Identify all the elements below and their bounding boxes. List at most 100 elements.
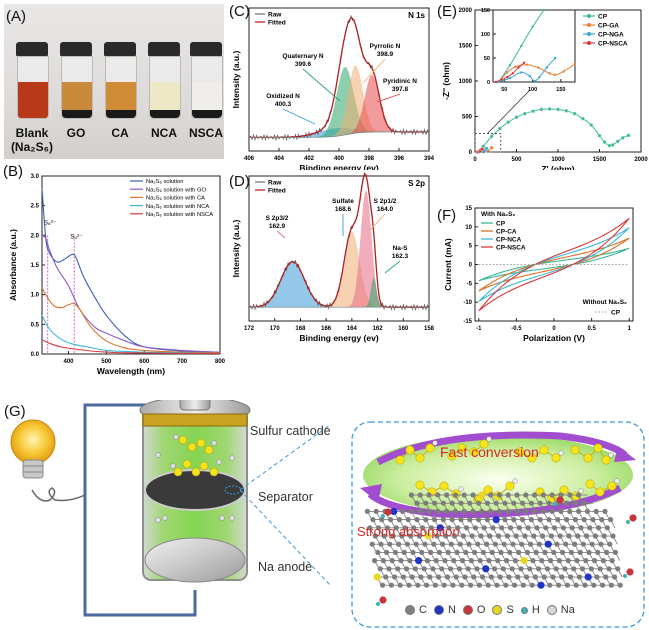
carbon-atom <box>577 549 583 555</box>
d-x-tick-label: 164 <box>347 326 358 332</box>
carbon-atom <box>533 549 539 555</box>
carbon-atom <box>445 549 451 555</box>
carbon-atom <box>510 541 516 547</box>
carbon-atom <box>501 541 507 547</box>
carbon-atom <box>576 574 583 580</box>
carbon-atom <box>576 508 582 514</box>
carbon-atom <box>479 508 485 514</box>
carbon-atom <box>389 558 395 564</box>
carbon-atom <box>532 574 539 580</box>
carbon-atom <box>567 492 573 498</box>
e-x-tick-label: 500 <box>511 157 522 163</box>
e-legend-marker <box>587 14 591 18</box>
vial-cap <box>190 42 222 56</box>
b-series-line-2 <box>41 287 221 354</box>
carbon-atom <box>597 566 603 572</box>
carbon-atom <box>610 533 616 539</box>
carbon-atom <box>388 582 394 588</box>
carbon-atom <box>532 508 538 514</box>
cycle-arrow-bottom <box>367 484 622 518</box>
carbon-atom <box>615 566 621 572</box>
f-y-tick-label: 15 <box>465 206 472 212</box>
carbon-atom <box>484 500 490 506</box>
sulfur-atom <box>405 445 415 455</box>
sodium-atom <box>614 478 620 484</box>
sulfur-atom <box>585 479 595 489</box>
atom-na-swatch-icon <box>546 605 557 615</box>
f-series-loop-2 <box>478 227 630 302</box>
sulfur-chain-bond <box>451 443 485 457</box>
nitrogen-atom <box>492 516 500 524</box>
carbon-atom <box>578 525 584 531</box>
carbon-atom <box>453 574 459 580</box>
b-legend-label: Na₂S₆ solution <box>146 179 183 185</box>
carbon-atom <box>432 517 438 523</box>
carbon-atom <box>502 517 508 523</box>
e-x-tick-label: 1000 <box>551 157 565 163</box>
nitrogen-atom <box>390 507 398 515</box>
e-data-point <box>610 142 615 147</box>
carbon-atom <box>575 533 581 539</box>
carbon-atom <box>516 525 523 531</box>
carbon-atom <box>492 541 498 547</box>
label-separator: Separator <box>258 490 313 504</box>
carbon-atom <box>435 492 441 498</box>
carbon-atom <box>568 574 574 580</box>
carbon-atom <box>480 549 486 555</box>
carbon-atom <box>609 558 615 564</box>
carbon-atom <box>599 517 605 523</box>
carbon-atom <box>440 541 446 547</box>
carbon-atom <box>536 541 543 547</box>
carbon-atom <box>584 533 590 539</box>
carbon-atom <box>405 517 411 523</box>
carbon-atom <box>442 558 448 564</box>
vial-sediment <box>106 110 136 118</box>
c-peak-area-1 <box>249 66 429 138</box>
vial-go <box>60 42 93 119</box>
e-legend-marker <box>587 32 591 36</box>
carbon-atom <box>373 508 379 514</box>
carbon-atom <box>617 582 623 588</box>
panel-label-d: (D) <box>229 173 250 190</box>
carbon-atom <box>564 500 570 506</box>
carbon-atom <box>514 492 520 498</box>
label-sulfur-cathode: Sulfur cathode <box>250 424 331 438</box>
carbon-atom <box>476 517 482 523</box>
carbon-atom <box>513 533 519 539</box>
d-x-tick-label: 160 <box>398 326 409 332</box>
e-data-point <box>489 134 494 139</box>
sulfur-chain-bond <box>419 484 457 495</box>
sodium-atom <box>432 440 438 446</box>
e-data-point <box>522 111 527 116</box>
sulfur-atom <box>439 481 449 491</box>
carbon-atom <box>559 574 565 580</box>
sulfur-atom <box>607 481 617 491</box>
c-x-tick-label: 400 <box>334 156 345 162</box>
e-y-tick-label: 500 <box>462 115 473 121</box>
e-y-tick-label: 2000 <box>459 8 473 14</box>
chart-f-cv: -1 -0.5 0 0.5 1 -15 -10 -5 0 5 10 15 Polarization (V… <box>443 206 634 343</box>
e-inset-point <box>554 73 557 77</box>
carbon-atom <box>414 500 420 506</box>
f-x-tick-label: 0 <box>552 326 556 332</box>
carbon-atom <box>598 541 604 547</box>
e-inset-point <box>528 75 531 78</box>
carbon-atom <box>488 492 494 498</box>
carbon-atom <box>584 508 591 514</box>
sulfur-atom <box>551 453 561 463</box>
carbon-atom <box>457 541 463 547</box>
carbon-atom <box>418 574 424 580</box>
vial-name: Blank <box>15 126 49 140</box>
d-legend-label: Raw <box>268 180 282 187</box>
carbon-atom <box>485 582 491 588</box>
carbon-atom <box>546 517 552 523</box>
carbon-atom <box>466 541 472 547</box>
hydrogen-atom <box>626 520 630 524</box>
carbon-atom <box>484 517 490 523</box>
carbon-atom <box>417 508 423 514</box>
carbon-atom <box>528 541 534 547</box>
carbon-atom <box>450 582 456 588</box>
carbon-atom <box>490 525 496 531</box>
d-corner-title: S 2p <box>408 179 425 188</box>
carbon-atom <box>612 574 618 580</box>
